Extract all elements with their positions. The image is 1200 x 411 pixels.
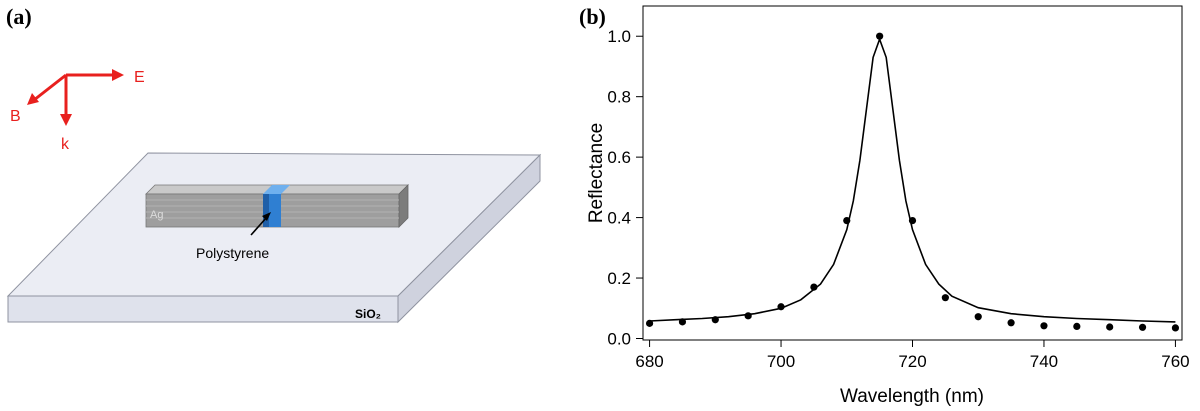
pointer-arrow [250, 216, 268, 236]
x-tick-label: 740 [1030, 352, 1058, 371]
polystyrene-label: Polystyrene [196, 245, 269, 261]
reflectance-chart: 680 700 720 740 760 0.0 0.2 0.4 0.6 0.8 1.0 Wavel… [586, 5, 1190, 407]
data-point [1106, 323, 1114, 331]
y-tick-label: 0.6 [607, 148, 631, 167]
data-point [744, 312, 752, 320]
data-point [941, 294, 949, 302]
data-point [876, 32, 884, 40]
b-field-arrow [33, 73, 67, 102]
y-tick-label: 0.8 [607, 88, 631, 107]
rod-side-face [398, 184, 409, 228]
x-axis-title: Wavelength (nm) [840, 386, 984, 407]
data-point [1007, 319, 1015, 327]
y-axis-title: Reflectance [586, 123, 607, 223]
fit-curve [649, 36, 1176, 323]
data-point [1171, 324, 1180, 332]
gap-shade [263, 194, 269, 227]
y-tick-label: 0.4 [607, 209, 631, 228]
k-vector-label: k [61, 136, 70, 153]
data-point [1138, 323, 1147, 331]
field-axes: E B k [10, 69, 145, 153]
data-points [645, 32, 1180, 332]
y-axis: 0.0 0.2 0.4 0.6 0.8 1.0 [607, 27, 643, 348]
x-tick-label: 760 [1161, 352, 1189, 371]
x-tick-label: 680 [635, 352, 663, 371]
data-point [678, 318, 687, 326]
y-tick-label: 0.0 [607, 329, 631, 348]
data-point [974, 313, 982, 321]
data-point [908, 217, 917, 225]
gap-top-face [263, 185, 290, 194]
substrate-side-face [397, 153, 541, 324]
plot-frame [642, 5, 1183, 341]
schematic-diagram: E B k SiO₂ Ag Polystyrene [6, 69, 542, 324]
data-point [645, 319, 654, 327]
b-field-arrowhead [27, 93, 39, 105]
panel-b-label: (b) [579, 4, 606, 29]
sio2-substrate: SiO₂ [6, 152, 542, 324]
e-field-label: E [134, 69, 145, 86]
data-point [711, 316, 719, 324]
substrate-label: SiO₂ [355, 307, 381, 321]
substrate-front-face [7, 295, 399, 323]
k-vector-arrowhead [60, 114, 72, 126]
ag-label: Ag [150, 209, 163, 221]
x-tick-label: 700 [767, 352, 795, 371]
e-field-arrowhead [112, 69, 124, 81]
polystyrene-gap [263, 185, 290, 227]
x-tick-label: 720 [898, 352, 926, 371]
y-tick-label: 0.2 [607, 269, 631, 288]
pointer-arrowhead [262, 212, 271, 221]
panel-a-label: (a) [6, 4, 32, 29]
x-axis: 680 700 720 740 760 [635, 340, 1190, 371]
data-point [1040, 322, 1048, 330]
data-point [843, 217, 851, 225]
b-field-label: B [10, 108, 21, 125]
y-tick-label: 1.0 [607, 27, 631, 46]
data-point [810, 283, 818, 291]
data-point [777, 303, 785, 311]
data-point [1073, 322, 1081, 330]
